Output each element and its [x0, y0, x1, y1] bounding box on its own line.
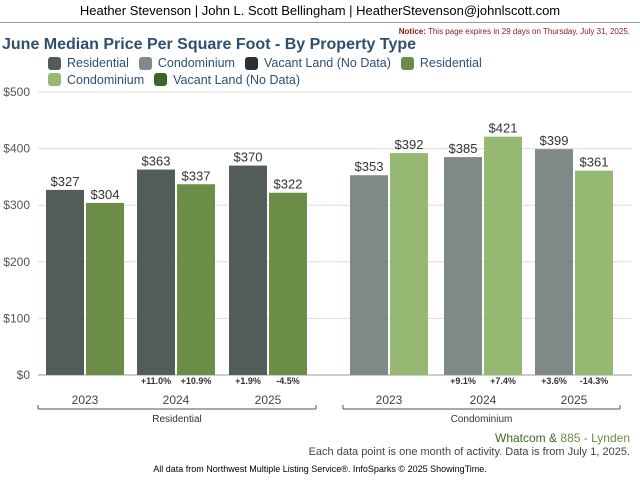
agent-contact-text: Heather Stevenson | John L. Scott Bellin…: [79, 3, 561, 18]
region-separator: &: [549, 431, 558, 445]
group-label: Condominium: [451, 414, 513, 425]
change-label: -4.5%: [276, 376, 300, 386]
bar-current: [484, 136, 522, 375]
data-note: Each data point is one month of activity…: [308, 446, 630, 458]
bar-prior: [444, 157, 482, 375]
y-tick-label: $400: [3, 142, 30, 156]
bar-prior: [350, 175, 388, 375]
change-label: +1.9%: [235, 376, 261, 386]
bar-prior: [535, 149, 573, 375]
legend-item: Condominium: [48, 73, 144, 87]
bar-current: [269, 192, 307, 375]
notice-label: Notice:: [398, 27, 426, 36]
legend-item: Residential: [48, 56, 129, 70]
x-tick-label: 2024: [470, 393, 497, 407]
change-label: +11.0%: [141, 376, 171, 386]
bar-current: [390, 153, 428, 375]
x-tick-label: 2025: [255, 393, 282, 407]
legend-swatch: [48, 56, 61, 70]
bar-value-label: $399: [540, 133, 569, 148]
bar-value-label: $304: [91, 187, 120, 202]
bar-value-label: $322: [274, 177, 303, 192]
bar-current: [177, 184, 215, 375]
legend-label: Vacant Land (No Data): [263, 56, 391, 70]
change-label: +10.9%: [181, 376, 212, 386]
region-label: Whatcom & 885 - Lynden: [495, 431, 630, 445]
legend-swatch: [244, 56, 258, 70]
bar-value-label: $363: [142, 154, 171, 169]
y-tick-label: $200: [3, 255, 30, 269]
legend-swatch: [154, 73, 168, 86]
bar-prior: [229, 165, 267, 375]
bar-prior: [137, 169, 175, 375]
chart-title: June Median Price Per Square Foot - By P…: [2, 36, 417, 53]
y-tick-label: $100: [3, 311, 30, 325]
x-tick-label: 2025: [561, 393, 588, 407]
legend-label: Residential: [67, 56, 129, 70]
legend-swatch: [48, 73, 61, 86]
bar-value-label: $385: [449, 141, 478, 156]
expiry-notice: Notice: This page expires in 29 days on …: [399, 27, 630, 36]
y-tick-label: $300: [3, 198, 30, 212]
change-label: +9.1%: [450, 376, 476, 386]
change-label: +3.6%: [541, 376, 567, 386]
y-tick-label: $0: [17, 368, 31, 382]
y-tick-label: $500: [3, 85, 30, 99]
bar-current: [86, 202, 124, 375]
x-tick-label: 2024: [163, 393, 190, 407]
legend-item: Condominium: [138, 56, 235, 70]
bar-value-label: $337: [182, 168, 211, 183]
data-source: All data from Northwest Multiple Listing…: [153, 464, 487, 474]
agent-contact-header: Heather Stevenson | John L. Scott Bellin…: [0, 0, 640, 23]
bar-value-label: $392: [395, 137, 424, 152]
change-label: +7.4%: [490, 376, 516, 386]
chart-legend: Residential Condominium Vacant Land (No Da…: [48, 56, 508, 89]
legend-item: Vacant Land (No Data): [244, 56, 391, 70]
region-b: 885 - Lynden: [560, 431, 630, 445]
bar-value-label: $370: [234, 150, 263, 165]
change-label: -14.3%: [580, 376, 609, 386]
region-a: Whatcom: [495, 431, 546, 445]
bar-current: [575, 170, 613, 375]
legend-swatch: [138, 56, 152, 70]
legend-label: Condominium: [67, 72, 145, 87]
legend-label: Residential: [419, 56, 482, 70]
bar-value-label: $421: [489, 121, 518, 136]
bar-value-label: $327: [51, 174, 80, 189]
legend-item: Vacant Land (No Data): [154, 73, 300, 87]
bar-value-label: $353: [355, 159, 384, 174]
legend-label: Condominium: [157, 56, 235, 70]
bar-value-label: $361: [580, 155, 609, 170]
x-tick-label: 2023: [72, 393, 99, 407]
group-label: Residential: [152, 414, 201, 425]
legend-item: Residential: [400, 56, 482, 70]
legend-label: Vacant Land (No Data): [173, 72, 301, 87]
bar-prior: [46, 189, 84, 375]
x-tick-label: 2023: [376, 393, 403, 407]
legend-swatch: [400, 56, 414, 70]
notice-text: This page expires in 29 days on Thursday…: [427, 27, 630, 36]
